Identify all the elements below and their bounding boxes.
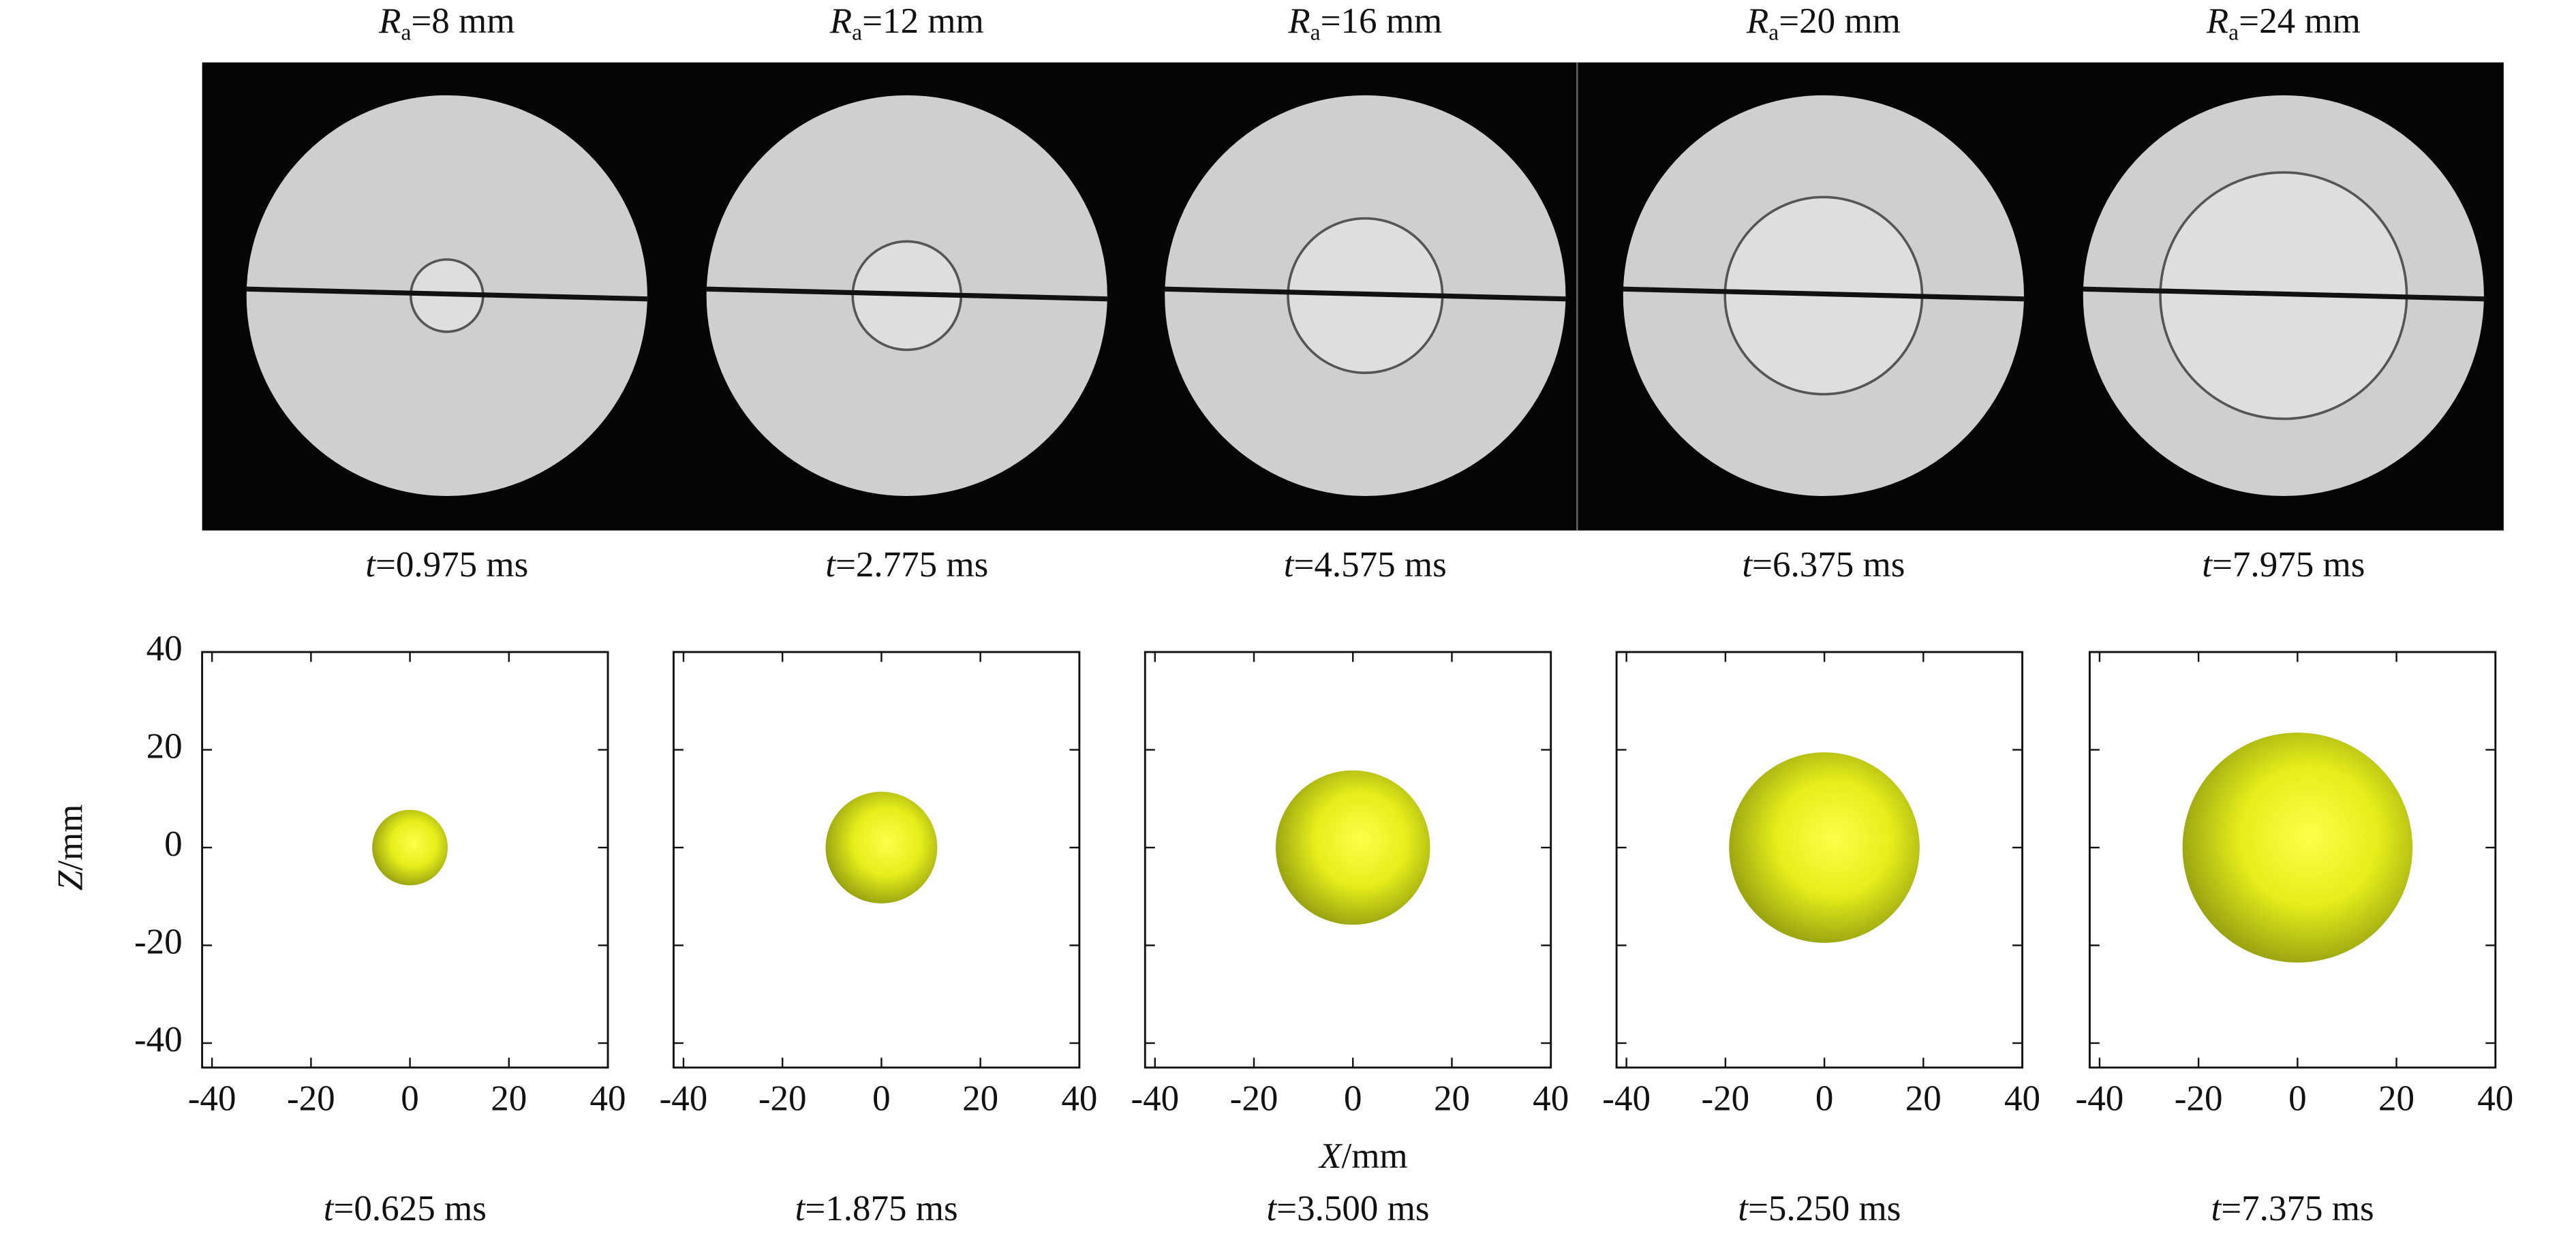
electrode (706, 286, 1107, 302)
flame-kernel (1275, 770, 1430, 925)
label-text: =7.375 ms (2221, 1189, 2374, 1228)
label-subscript: a (852, 20, 862, 45)
time-label: t=0.625 ms (324, 1189, 487, 1228)
y-tick-label: 40 (147, 629, 183, 668)
radius-label: Ra=12 mm (829, 1, 984, 45)
label-text: /mm (51, 805, 91, 871)
x-tick-label: 40 (1061, 1079, 1097, 1119)
label-symbol: t (324, 1189, 335, 1228)
x-tick-label: -20 (1230, 1079, 1278, 1119)
label-text: =7.975 ms (2212, 545, 2365, 585)
label-text: =0.975 ms (375, 545, 528, 585)
label-text: =0.625 ms (334, 1189, 487, 1228)
label-symbol: t (2211, 1189, 2222, 1228)
label-text: =3.500 ms (1276, 1189, 1429, 1228)
flame-kernel (2182, 732, 2413, 963)
time-label: t=2.775 ms (825, 545, 988, 585)
label-symbol: R (829, 1, 852, 41)
radius-label: Ra=20 mm (1746, 1, 1901, 45)
flame-kernel (1729, 752, 1920, 943)
x-tick-label: 0 (1344, 1079, 1362, 1119)
x-tick-label: -40 (188, 1079, 236, 1119)
x-tick-label: 20 (1434, 1079, 1470, 1119)
x-tick-label: 20 (491, 1079, 527, 1119)
label-text: =1.875 ms (805, 1189, 957, 1228)
flame-kernel (825, 792, 938, 903)
electrode (2083, 286, 2485, 302)
radius-label: Ra=8 mm (378, 1, 515, 45)
electrode (246, 286, 647, 302)
x-tick-label: 40 (2477, 1079, 2513, 1119)
x-tick-label: -20 (287, 1079, 335, 1119)
label-text: =4.575 ms (1294, 545, 1447, 585)
x-tick-label: -40 (1602, 1079, 1651, 1119)
label-symbol: Z (51, 870, 91, 890)
y-axis-label: Z/mm (51, 805, 91, 891)
y-tick-label: 20 (147, 727, 183, 766)
x-tick-label: 0 (1815, 1079, 1834, 1119)
x-tick-label: 0 (872, 1079, 891, 1119)
time-label: t=6.375 ms (1742, 545, 1905, 585)
electrode (1165, 286, 1566, 302)
label-symbol: t (1742, 545, 1753, 585)
time-label: t=4.575 ms (1284, 545, 1447, 585)
label-text: =8 mm (411, 1, 515, 41)
time-label: t=0.975 ms (365, 545, 528, 585)
x-tick-label: 20 (1905, 1079, 1942, 1119)
label-symbol: t (2202, 545, 2213, 585)
x-tick-label: -40 (2076, 1079, 2124, 1119)
x-tick-label: 40 (2004, 1079, 2040, 1119)
x-tick-label: 40 (590, 1079, 626, 1119)
x-tick-label: 20 (2378, 1079, 2414, 1119)
label-symbol: t (1284, 545, 1295, 585)
label-text: =12 mm (862, 1, 984, 41)
label-text: /mm (1341, 1136, 1407, 1176)
label-text: =5.250 ms (1748, 1189, 1901, 1228)
time-label: t=5.250 ms (1738, 1189, 1901, 1228)
label-symbol: R (1746, 1, 1768, 41)
label-symbol: X (1318, 1136, 1343, 1176)
time-label: t=7.375 ms (2211, 1189, 2374, 1228)
label-text: =24 mm (2239, 1, 2361, 41)
x-tick-label: 0 (401, 1079, 419, 1119)
time-label: t=3.500 ms (1266, 1189, 1429, 1228)
label-text: =2.775 ms (835, 545, 988, 585)
label-symbol: R (1287, 1, 1310, 41)
label-subscript: a (2228, 20, 2239, 45)
label-text: =6.375 ms (1752, 545, 1905, 585)
label-subscript: a (1310, 20, 1321, 45)
x-tick-label: 40 (1533, 1079, 1569, 1119)
x-tick-label: -40 (1131, 1079, 1179, 1119)
label-text: =16 mm (1321, 1, 1443, 41)
label-symbol: R (2206, 1, 2228, 41)
label-symbol: t (825, 545, 836, 585)
x-tick-label: -20 (2175, 1079, 2223, 1119)
x-tick-label: 0 (2288, 1079, 2307, 1119)
x-axis-label: X/mm (1318, 1136, 1408, 1176)
radius-label: Ra=24 mm (2206, 1, 2361, 45)
time-label: t=1.875 ms (795, 1189, 958, 1228)
y-tick-label: -40 (134, 1020, 183, 1059)
label-text: =20 mm (1779, 1, 1901, 41)
label-symbol: t (1738, 1189, 1749, 1228)
y-tick-label: -20 (134, 923, 183, 962)
x-tick-label: -20 (758, 1079, 807, 1119)
label-subscript: a (1768, 20, 1779, 45)
time-label: t=7.975 ms (2202, 545, 2365, 585)
electrode (1623, 286, 2025, 302)
x-tick-label: -40 (660, 1079, 708, 1119)
label-symbol: t (365, 545, 376, 585)
flame-kernel (372, 809, 448, 886)
label-subscript: a (401, 20, 411, 45)
y-tick-label: 0 (164, 824, 183, 864)
x-tick-label: -20 (1702, 1079, 1750, 1119)
x-tick-label: 20 (962, 1079, 998, 1119)
label-symbol: t (795, 1189, 806, 1228)
label-symbol: t (1266, 1189, 1277, 1228)
label-symbol: R (378, 1, 401, 41)
radius-label: Ra=16 mm (1287, 1, 1442, 45)
